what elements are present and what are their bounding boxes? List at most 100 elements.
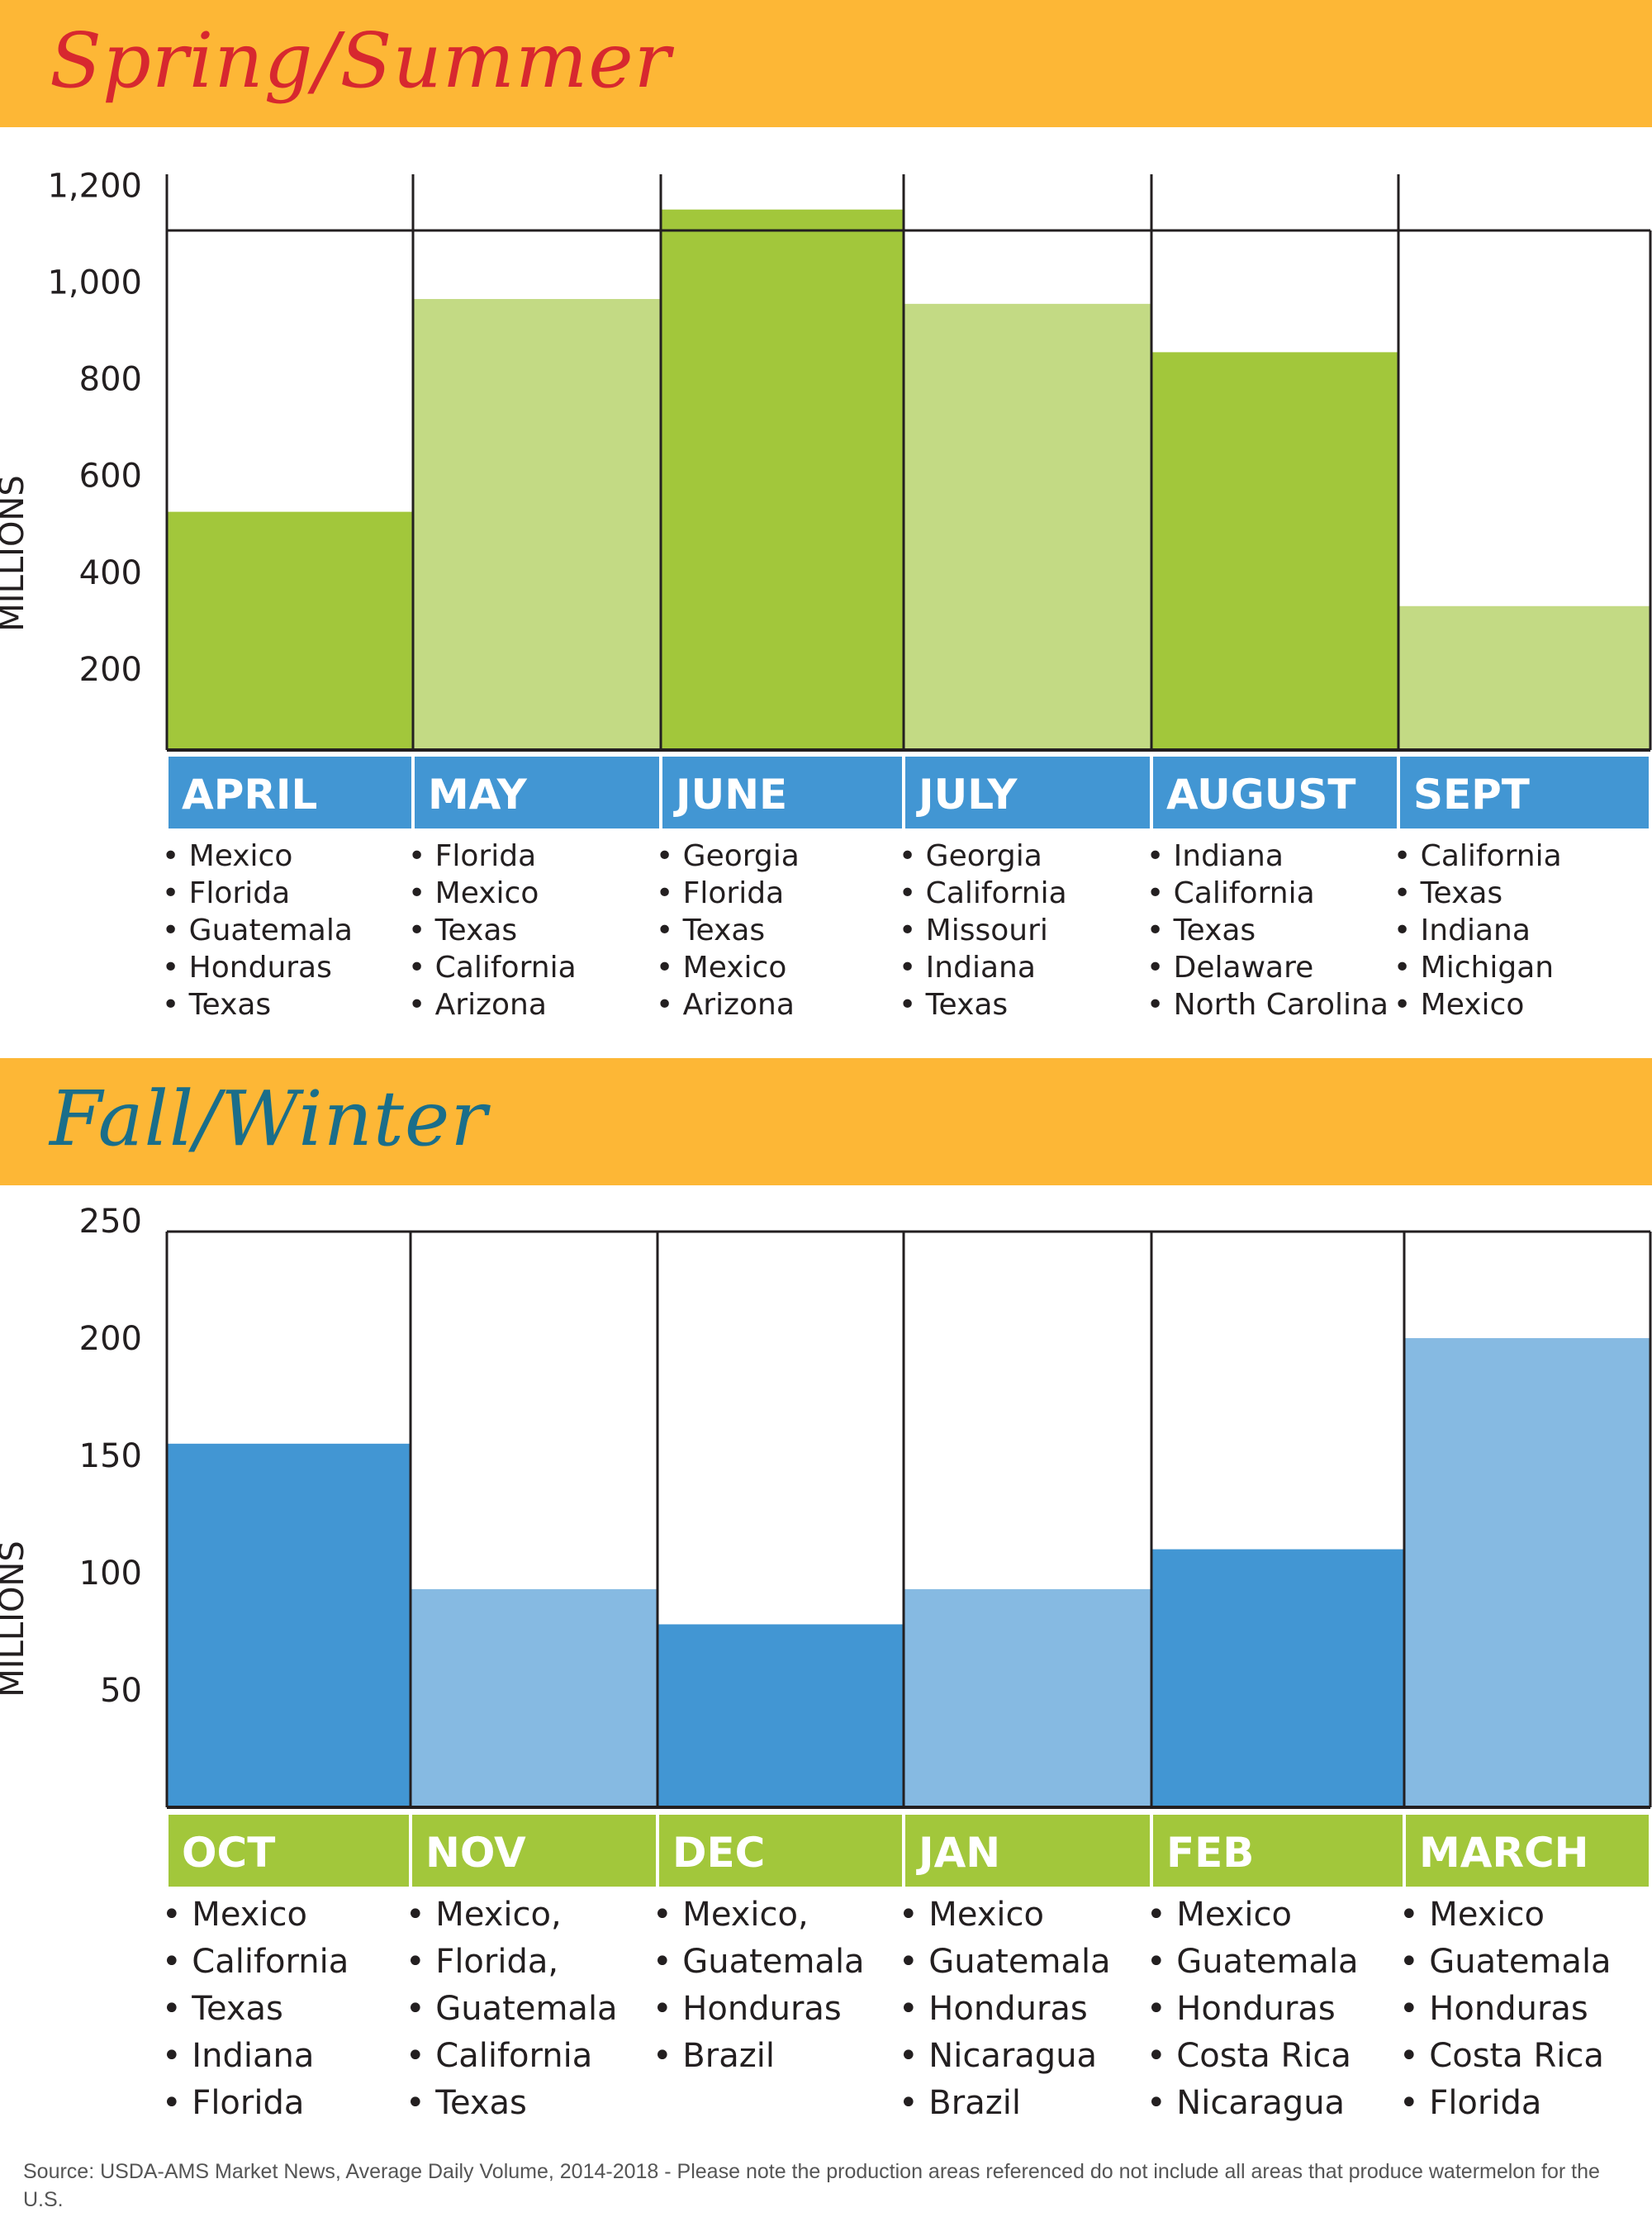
month-header <box>1400 757 1649 828</box>
list-item: • Florida <box>656 876 785 910</box>
bar-august <box>1151 352 1398 750</box>
list-item: • Indiana <box>1393 914 1531 947</box>
month-label-sept: SEPT <box>1413 771 1530 819</box>
areas-list-may: • Florida • Mexico • Texas • California • Ar… <box>408 838 577 1023</box>
list-item: • Mexico <box>162 839 293 873</box>
areas-list-june: • Georgia • Florida • Texas • Mexico • Arizo… <box>656 838 800 1023</box>
list-item: • Mexico <box>408 876 539 910</box>
fall-winter-title: Fall/Winter <box>50 1075 488 1163</box>
month-label-oct: OCT <box>182 1829 275 1877</box>
month-header <box>415 757 659 828</box>
fall-winter-banner: Fall/Winter <box>0 1058 1652 1185</box>
list-item: • Brazil <box>899 2084 1021 2122</box>
y-tick-label: 800 <box>79 361 142 399</box>
y-tick-label: 50 <box>100 1672 142 1710</box>
list-item: • Guatemala <box>1399 1943 1612 1981</box>
list-item: • California <box>406 2037 593 2075</box>
list-item: • Texas <box>406 2084 527 2122</box>
bar-feb <box>1151 1549 1404 1807</box>
areas-list-march: • Mexico • Guatemala • Honduras • Costa Ric… <box>1399 1892 1612 2127</box>
list-item: • Mexico <box>899 1896 1044 1934</box>
list-item: • Florida, <box>406 1943 559 1981</box>
list-item: • Texas <box>1393 876 1503 910</box>
list-item: • Honduras <box>1146 1990 1336 2028</box>
list-item: • Honduras <box>899 1990 1088 2028</box>
list-item: • California <box>408 951 577 985</box>
month-header <box>905 757 1150 828</box>
month-label-nov: NOV <box>425 1829 526 1877</box>
month-label-july: JULY <box>916 771 1018 819</box>
y-tick-label: 600 <box>79 458 142 496</box>
list-item: • Mexico <box>1393 988 1525 1022</box>
list-item: • Texas <box>408 914 518 947</box>
list-item: • Arizona <box>656 988 795 1022</box>
list-item: • Guatemala <box>899 1943 1111 1981</box>
month-label-august: AUGUST <box>1166 771 1356 819</box>
source-note: Source: USDA-AMS Market News, Average Da… <box>23 2160 1600 2211</box>
areas-list-jan: • Mexico • Guatemala • Honduras • Nicaragua… <box>899 1892 1111 2127</box>
list-item: • Florida <box>1399 2084 1542 2122</box>
list-item: • Honduras <box>1399 1990 1588 2028</box>
list-item: • Michigan <box>1393 951 1555 985</box>
y-tick-label: 150 <box>79 1437 142 1475</box>
list-item: • Florida <box>408 839 537 873</box>
bar-dec <box>657 1624 904 1807</box>
y-tick-label: 250 <box>79 1203 142 1241</box>
list-item: • Indiana <box>162 2037 315 2075</box>
list-item: • Georgia <box>899 839 1042 873</box>
bar-april <box>167 511 413 750</box>
list-item: • Indiana <box>899 951 1036 985</box>
month-label-june: JUNE <box>673 771 787 819</box>
list-item: • Florida <box>162 876 291 910</box>
month-header <box>659 1815 902 1887</box>
month-header <box>1153 757 1397 828</box>
list-item: • California <box>1393 839 1562 873</box>
y-tick-label: 100 <box>79 1555 142 1593</box>
y-tick-label: 200 <box>79 1320 142 1358</box>
list-item: • Texas <box>899 988 1009 1022</box>
list-item: • Texas <box>656 914 766 947</box>
list-item: • Nicaragua <box>899 2037 1098 2075</box>
month-header <box>1153 1815 1403 1887</box>
y-tick-label: 1,200 <box>47 167 142 205</box>
areas-list-august: • Indiana • California • Texas • Delaware • … <box>1146 838 1389 1023</box>
list-item: • Arizona <box>408 988 547 1022</box>
month-header <box>169 1815 409 1887</box>
bar-jan <box>904 1588 1151 1807</box>
areas-list-nov: • Mexico, • Florida, • Guatemala • Californ… <box>406 1892 618 2127</box>
list-item: • Mexico <box>162 1896 307 1934</box>
list-item: • Mexico, <box>653 1896 809 1934</box>
list-item: • Costa Rica <box>1399 2037 1604 2075</box>
month-header <box>412 1815 656 1887</box>
areas-list-dec: • Mexico, • Guatemala • Honduras • Brazil <box>653 1892 865 2080</box>
y-tick-label: 400 <box>79 554 142 592</box>
list-item: • Guatemala <box>653 1943 865 1981</box>
list-item: • Missouri <box>899 914 1048 947</box>
areas-list-sept: • California • Texas • Indiana • Michigan • … <box>1393 838 1562 1023</box>
month-label-april: APRIL <box>182 771 317 819</box>
list-item: • California <box>1146 876 1315 910</box>
list-item: • Texas <box>162 988 272 1022</box>
list-item: • Costa Rica <box>1146 2037 1351 2075</box>
bar-march <box>1404 1338 1650 1807</box>
y-tick-label: 1,000 <box>47 264 142 302</box>
list-item: • Guatemala <box>162 914 353 947</box>
list-item: • Mexico <box>656 951 787 985</box>
bar-nov <box>411 1588 657 1807</box>
areas-list-oct: • Mexico • California • Texas • Indiana • Fl… <box>162 1892 349 2127</box>
month-label-march: MARCH <box>1419 1829 1589 1877</box>
list-item: • Nicaragua <box>1146 2084 1346 2122</box>
list-item: • Mexico, <box>406 1896 562 1934</box>
areas-list-july: • Georgia • California • Missouri • Indiana… <box>899 838 1067 1023</box>
bar-oct <box>167 1443 411 1807</box>
list-item: • Honduras <box>653 1990 842 2028</box>
list-item: • Indiana <box>1146 839 1284 873</box>
list-item: • Texas <box>162 1990 283 2028</box>
areas-list-feb: • Mexico • Guatemala • Honduras • Costa Ric… <box>1146 1892 1359 2127</box>
spring-summer-banner: Spring/Summer <box>0 0 1652 127</box>
bar-july <box>904 303 1151 750</box>
bar-sept <box>1398 605 1650 750</box>
month-header <box>662 757 902 828</box>
y-axis-label: MILLIONS <box>0 1541 31 1697</box>
